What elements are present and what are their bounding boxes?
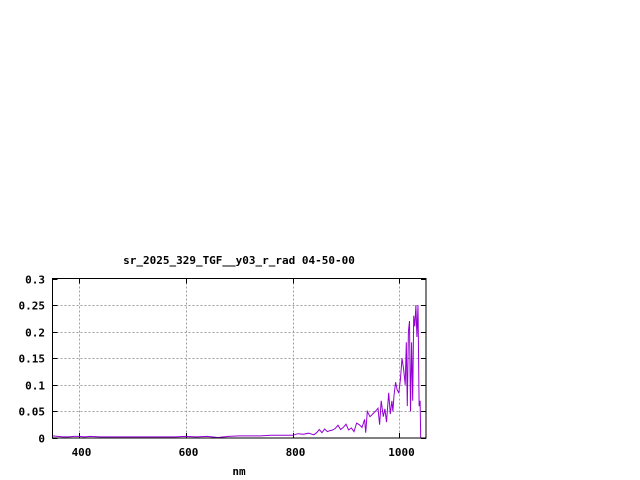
y-tick-label: 0.3: [25, 274, 45, 287]
y-tick-label: 0.1: [25, 380, 45, 393]
chart-title: sr_2025_329_TGF__y03_r_rad 04-50-00: [123, 254, 355, 267]
x-tick-label: 600: [179, 446, 199, 459]
y-tick-label: 0.25: [19, 300, 46, 313]
y-tick-label: 0.2: [25, 327, 45, 340]
x-axis-label: nm: [232, 465, 246, 478]
x-tick-label: 400: [72, 446, 92, 459]
series-line: [52, 305, 422, 439]
plot-frame: [52, 278, 427, 439]
y-tick-label: 0.05: [19, 406, 46, 419]
ticks: 400 600 800 1000 0 0.05 0.1 0.15 0.2 0.25 0.3: [19, 274, 426, 459]
x-tick-label: 800: [286, 446, 306, 459]
y-tick-label: 0.15: [19, 353, 46, 366]
y-tick-label: 0: [38, 433, 45, 446]
grid: [52, 278, 426, 438]
x-tick-label: 1000: [388, 446, 415, 459]
